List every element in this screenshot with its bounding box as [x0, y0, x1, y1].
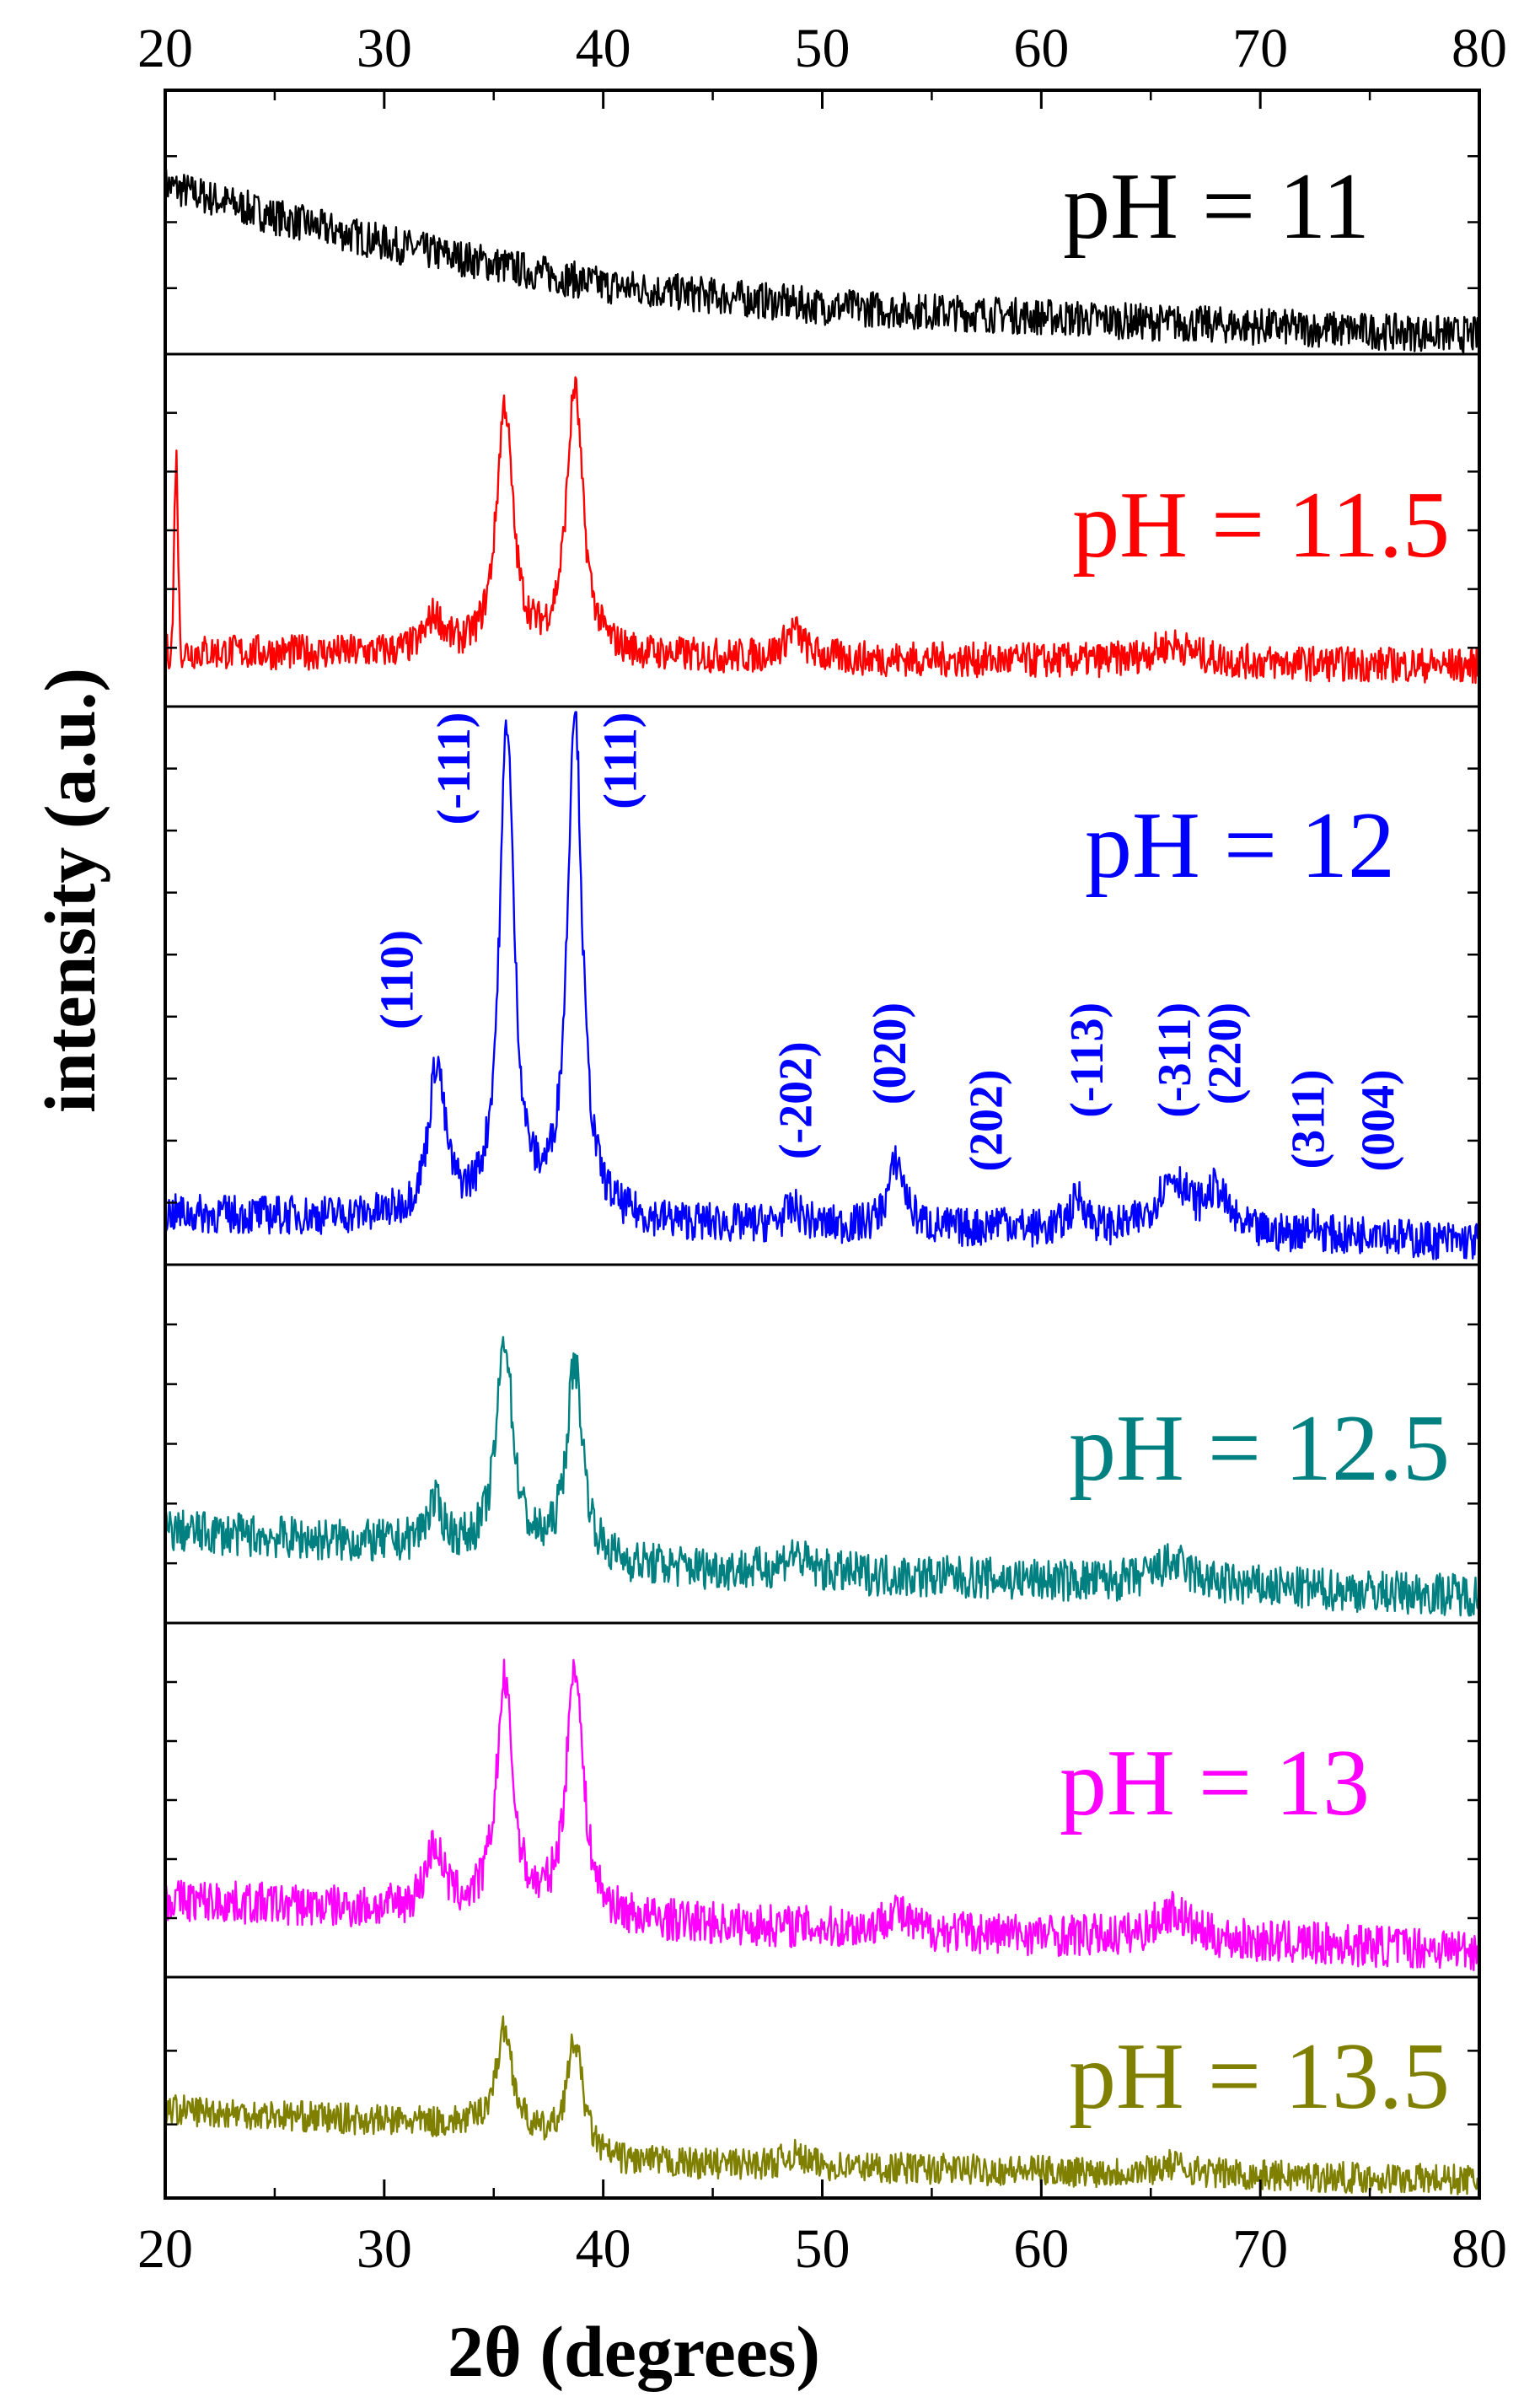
x-tick-label-bottom: 50 — [795, 2218, 850, 2280]
series-line-4 — [164, 1336, 1481, 1617]
series-line-3 — [164, 711, 1481, 1260]
x-tick-label-top: 30 — [357, 18, 412, 79]
axes-frame — [164, 89, 1481, 2200]
y-axis-title: intensity (a.u.) — [30, 668, 110, 1113]
x-tick-label-bottom: 70 — [1232, 2218, 1288, 2280]
hkl-label-3: (111) — [594, 712, 647, 809]
panel-4: pH = 12.5 — [164, 1336, 1481, 1617]
panel-label-6: pH = 13.5 — [1069, 2024, 1450, 2129]
x-tick-label-top: 40 — [576, 18, 631, 79]
hkl-label-8: (-311) — [1149, 1002, 1201, 1118]
hkl-label-6: (202) — [960, 1069, 1012, 1171]
hkl-label-9: (220) — [1199, 1002, 1252, 1104]
tick-label-layer: 20 20 30 30 40 40 50 50 60 60 70 70 80 80 — [137, 18, 1507, 2280]
x-axis-title: 2θ (degrees) — [448, 2311, 820, 2392]
panels-layer: pH = 11 pH = 11.5 pH = 12 pH = 12.5 pH = 13 p… — [164, 154, 1481, 2195]
x-tick-label-top: 60 — [1013, 18, 1069, 79]
hkl-label-5: (020) — [864, 1002, 916, 1104]
x-tick-label-bottom: 40 — [576, 2218, 631, 2280]
panel-label-4: pH = 12.5 — [1069, 1396, 1450, 1501]
panel-3: pH = 12 — [164, 711, 1481, 1260]
panel-label-2: pH = 11.5 — [1072, 473, 1450, 578]
panel-1: pH = 11 — [164, 154, 1481, 354]
x-tick-label-top: 50 — [795, 18, 850, 79]
x-tick-label-bottom: 60 — [1013, 2218, 1069, 2280]
panel-label-5: pH = 13 — [1060, 1731, 1370, 1835]
hkl-label-7: (-113) — [1061, 1002, 1113, 1118]
hkl-label-10: (311) — [1282, 1069, 1334, 1169]
panel-2: pH = 11.5 — [164, 376, 1481, 685]
x-tick-label-bottom: 30 — [357, 2218, 412, 2280]
series-line-1 — [164, 169, 1481, 354]
panel-5: pH = 13 — [164, 1658, 1481, 1971]
x-tick-label-bottom: 20 — [137, 2218, 193, 2280]
hkl-label-1: (110) — [371, 930, 423, 1029]
hkl-label-4: (-202) — [770, 1041, 822, 1159]
series-line-6 — [164, 2015, 1481, 2195]
x-tick-label-top: 20 — [137, 18, 193, 79]
x-tick-label-top: 70 — [1232, 18, 1288, 79]
x-tick-label-top: 80 — [1451, 18, 1507, 79]
hkl-label-11: (004) — [1353, 1069, 1405, 1171]
panel-label-3: pH = 12 — [1085, 793, 1395, 898]
panel-6: pH = 13.5 — [164, 2015, 1481, 2195]
x-tick-label-bottom: 80 — [1451, 2218, 1507, 2280]
hkl-label-layer: (110) (-111) (111) (-202) (020) (202) (-113) (-… — [371, 712, 1404, 1172]
series-line-5 — [164, 1658, 1481, 1971]
series-line-2 — [164, 376, 1481, 685]
hkl-label-2: (-111) — [428, 712, 480, 825]
panel-label-1: pH = 11 — [1063, 154, 1370, 259]
